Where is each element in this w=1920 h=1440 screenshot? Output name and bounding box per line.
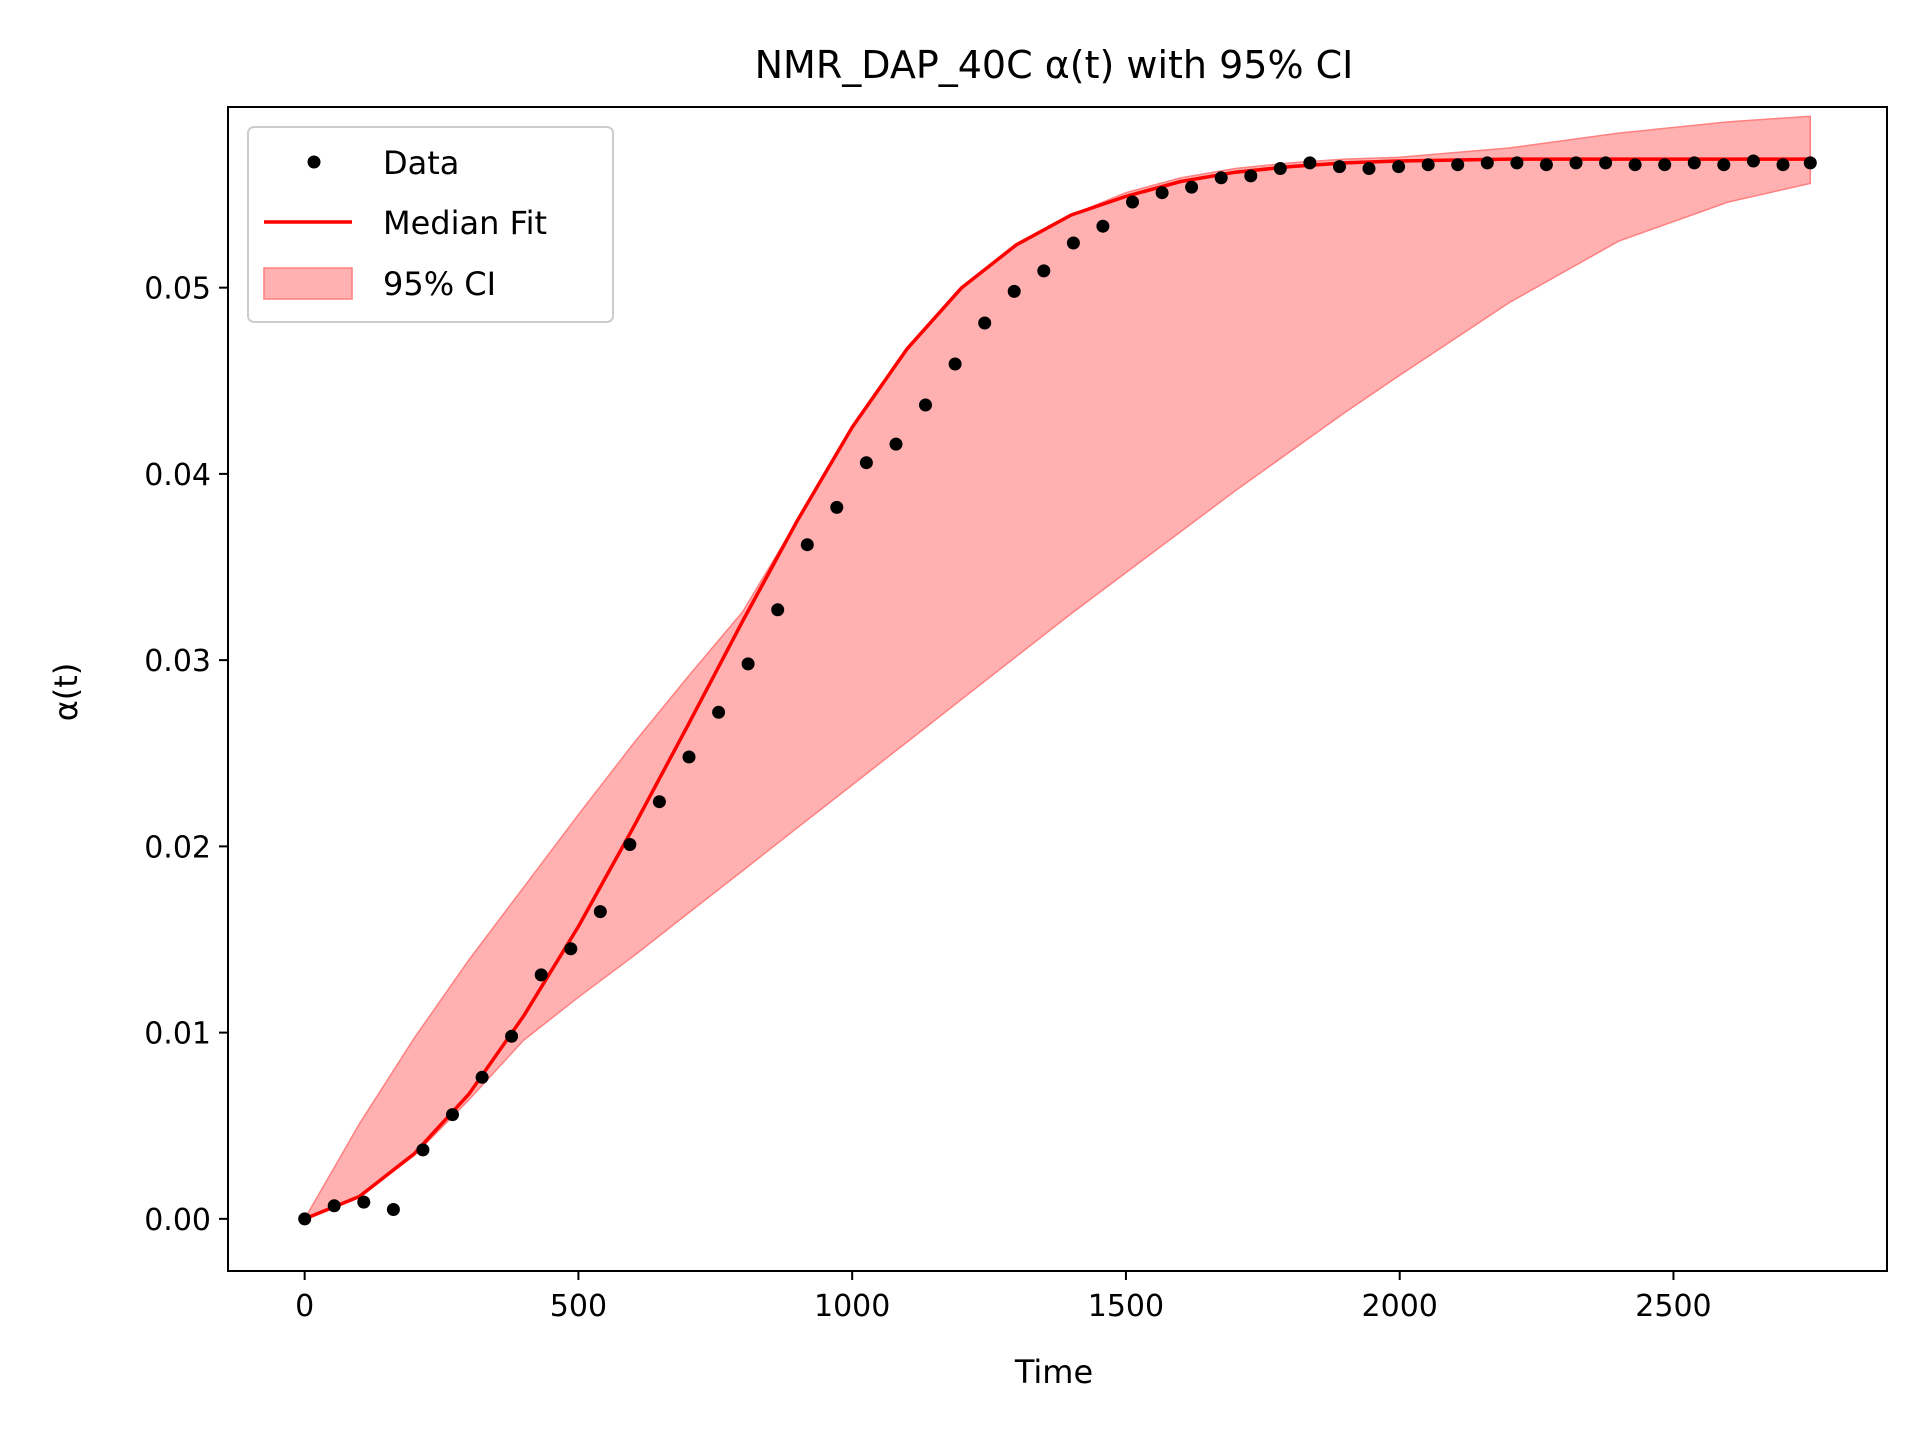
legend-label-ci: 95% CI	[383, 265, 496, 303]
data-point	[1185, 180, 1199, 194]
data-point	[1333, 160, 1346, 174]
data-point	[741, 657, 755, 671]
x-axis-label: Time	[1014, 1353, 1093, 1391]
data-point	[1273, 162, 1287, 175]
data-point	[327, 1199, 341, 1213]
data-point	[1687, 156, 1701, 170]
data-point	[889, 437, 903, 451]
y-tick-label: 0.05	[144, 272, 211, 307]
y-tick-label: 0.03	[144, 644, 211, 679]
legend-label-fit: Median Fit	[383, 204, 547, 242]
data-point	[416, 1143, 430, 1157]
data-point	[386, 1203, 400, 1216]
data-point	[948, 357, 962, 371]
data-point	[712, 705, 726, 719]
data-point	[1803, 156, 1817, 170]
data-point	[1480, 156, 1494, 170]
data-point	[919, 398, 932, 412]
axes-frame	[227, 106, 1888, 1272]
data-point	[978, 316, 992, 330]
data-point	[652, 795, 666, 809]
x-tick-label: 1500	[1088, 1289, 1164, 1324]
data-point	[1776, 158, 1790, 172]
data-point	[1421, 158, 1435, 172]
plot-area	[298, 115, 1817, 1226]
data-point	[1007, 284, 1021, 298]
data-point	[1037, 264, 1051, 278]
x-tick-label: 0	[295, 1289, 314, 1324]
data-point	[800, 538, 814, 552]
x-tick-label: 2000	[1362, 1289, 1438, 1324]
legend-label-data: Data	[383, 144, 459, 182]
data-point	[1628, 158, 1642, 172]
data-point	[1126, 195, 1139, 209]
data-point	[682, 750, 696, 764]
y-tick-label: 0.02	[144, 830, 211, 865]
data-point	[1155, 186, 1169, 200]
data-point	[1599, 156, 1613, 170]
data-point	[593, 905, 607, 919]
data-point	[1746, 154, 1760, 168]
x-tick-label: 2500	[1635, 1289, 1711, 1324]
data-point	[298, 1212, 312, 1226]
legend-data-marker	[307, 155, 321, 169]
data-point	[505, 1029, 519, 1043]
data-point	[1510, 156, 1524, 170]
axes: 0 500 1000 1500 2000 2500 0.00 0.01 0.02 0.03 0.04…	[144, 106, 1888, 1324]
data-point	[357, 1195, 371, 1209]
data-point	[623, 838, 637, 851]
data-point	[830, 500, 844, 514]
data-point	[771, 603, 785, 617]
y-axis-label: α(t)	[47, 663, 85, 722]
data-point	[1362, 162, 1376, 175]
legend-ci-swatch	[263, 267, 353, 300]
data-point	[1717, 158, 1731, 172]
y-tick-label: 0.04	[144, 458, 211, 493]
data-point	[1066, 236, 1080, 250]
legend: Data Median Fit 95% CI	[247, 126, 614, 323]
data-point	[859, 456, 873, 470]
data-point	[534, 968, 548, 982]
data-point	[1244, 169, 1258, 183]
data-point	[1451, 158, 1465, 172]
y-tick-label: 0.00	[144, 1203, 211, 1238]
data-point	[1096, 219, 1110, 233]
data-point	[1392, 160, 1406, 174]
data-point	[1569, 156, 1583, 170]
chart-title: NMR_DAP_40C α(t) with 95% CI	[755, 43, 1354, 87]
data-point	[475, 1070, 489, 1084]
data-point	[1658, 158, 1672, 172]
data-point	[1303, 156, 1317, 170]
data-point	[564, 942, 578, 956]
data-point	[1214, 171, 1228, 185]
x-tick-label: 500	[550, 1289, 607, 1324]
data-point	[446, 1108, 459, 1122]
data-point	[1539, 158, 1553, 172]
x-tick-label: 1000	[814, 1289, 890, 1324]
y-tick-label: 0.01	[144, 1017, 211, 1052]
